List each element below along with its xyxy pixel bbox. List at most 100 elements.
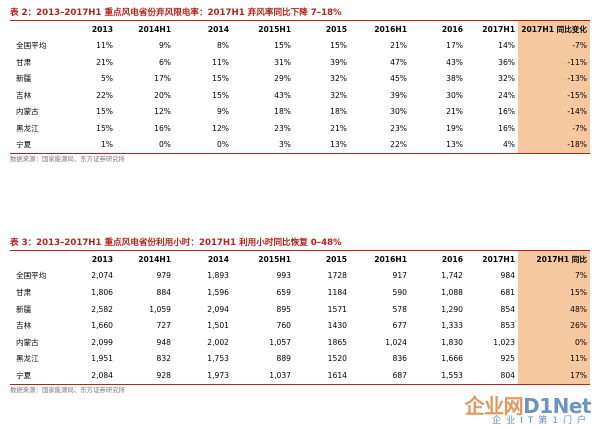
table-row: 新疆 2,582 1,059 2,094 895 1571 578 1,290 854 48% [10,300,590,318]
value-cell: 895 [276,304,292,314]
value-cell: 0% [158,140,171,150]
watermark-tagline: 企业IT第1门户 [492,416,591,426]
value-cell: 38% [446,74,463,84]
yoy-change-cell: 48% [518,300,590,318]
value-cell: 1,059 [149,304,171,314]
value-cell: 22% [390,140,407,150]
value-cell: 948 [156,337,172,347]
header-cell: 2016 [441,254,463,264]
row-label: 黑龙江 [16,123,39,133]
value-cell: 1,893 [207,271,229,281]
value-cell: 1,951 [91,354,113,364]
row-label: 宁夏 [16,140,32,150]
value-cell: 15% [330,41,347,51]
header-cell: 2014H1 [138,24,171,34]
value-cell: 1728 [327,271,347,281]
yoy-change-cell: -18% [518,136,590,153]
value-cell: 17% [154,74,171,84]
value-cell: 832 [156,354,172,364]
value-cell: 925 [500,354,516,364]
value-cell: 16% [154,123,171,133]
header-cell: 2014H1 [138,254,171,264]
value-cell: 12% [154,107,171,117]
value-cell: 18% [330,107,347,117]
value-cell: 23% [274,123,291,133]
value-cell: 13% [330,140,347,150]
value-cell: 1,023 [493,337,515,347]
row-label: 新疆 [16,304,32,314]
table-row: 全国平均 2,074 979 1,893 993 1728 917 1,742 984 7% [10,267,590,285]
table-2-block: 表 2：2013–2017H1 重点风电省份弃风限电率：2017H1 弃风率同比… [10,6,590,164]
table-row: 吉林 1,660 727 1,501 760 1430 677 1,333 853 26% [10,317,590,334]
value-cell: 917 [392,271,408,281]
value-cell: 1% [100,140,113,150]
yoy-change-cell: 26% [518,317,590,334]
header-cell-blank [10,251,60,268]
value-cell: 1520 [327,354,347,364]
value-cell: 681 [500,287,516,297]
value-cell: 2,074 [91,271,113,281]
table-2-source: 数据来源：国家能源局、东方证券研究所 [10,155,126,163]
value-cell: 15% [274,41,291,51]
value-cell: 16% [498,107,515,117]
header-cell: 2013 [91,254,113,264]
value-cell: 16% [498,123,515,133]
value-cell: 727 [156,321,172,331]
value-cell: 39% [330,57,347,67]
value-cell: 4% [502,140,515,150]
value-cell: 31% [274,57,291,67]
value-cell: 21% [446,107,463,117]
value-cell: 15% [96,123,113,133]
value-cell: 1184 [327,287,347,297]
value-cell: 9% [158,41,171,51]
row-label: 吉林 [16,321,32,331]
table-3-bottom-rule [10,383,590,385]
value-cell: 5% [100,74,113,84]
value-cell: 18% [274,107,291,117]
d1net-watermark: 企业网D1Net 企业IT第1门户 [464,394,592,427]
value-cell: 30% [390,107,407,117]
value-cell: 984 [500,271,516,281]
value-cell: 677 [392,321,408,331]
yoy-change-cell: -11% [518,54,590,71]
value-cell: 889 [276,354,292,364]
row-label: 黑龙江 [16,354,39,364]
watermark-logo-brand: D1Net [523,394,591,418]
yoy-change-cell: -7% [518,120,590,137]
value-cell: 1,501 [207,321,229,331]
table-2: 2013 2014H1 2014 2015H1 2015 2016H1 2016 2017H1… [10,21,590,153]
value-cell: 14% [498,41,515,51]
yoy-change-cell: 0% [518,333,590,351]
value-cell: 884 [156,287,172,297]
value-cell: 1571 [327,304,347,314]
table-row: 宁夏 1% 0% 0% 3% 13% 22% 13% 4% -18% [10,136,590,153]
value-cell: 1,742 [441,271,463,281]
value-cell: 47% [390,57,407,67]
value-cell: 659 [276,287,292,297]
value-cell: 20% [154,90,171,100]
yoy-change-cell: -15% [518,87,590,104]
header-cell: 2017H1 [482,24,515,34]
value-cell: 9% [216,107,229,117]
value-cell: 1,753 [207,354,229,364]
value-cell: 21% [330,123,347,133]
header-cell: 2016 [441,24,463,34]
row-label: 甘肃 [16,287,32,297]
value-cell: 30% [446,90,463,100]
watermark-logo-text: 企业网 [464,394,524,418]
value-cell: 1,666 [441,354,463,364]
row-label: 全国平均 [16,271,47,281]
value-cell: 15% [96,107,113,117]
value-cell: 15% [212,90,229,100]
value-cell: 687 [392,370,408,380]
table-2-title: 表 2：2013–2017H1 重点风电省份弃风限电率：2017H1 弃风率同比… [10,8,342,18]
value-cell: 1,806 [91,287,113,297]
value-cell: 979 [156,271,172,281]
value-cell: 17% [446,41,463,51]
table-3-top-rule [10,250,590,251]
value-cell: 12% [212,123,229,133]
table-row: 新疆 5% 17% 15% 29% 32% 45% 38% 32% -13% [10,70,590,87]
header-cell: 2015H1 [258,254,291,264]
table-row: 宁夏 2,084 928 1,973 1,037 1614 687 1,553 804 17% [10,367,590,384]
yoy-change-cell: 15% [518,284,590,301]
